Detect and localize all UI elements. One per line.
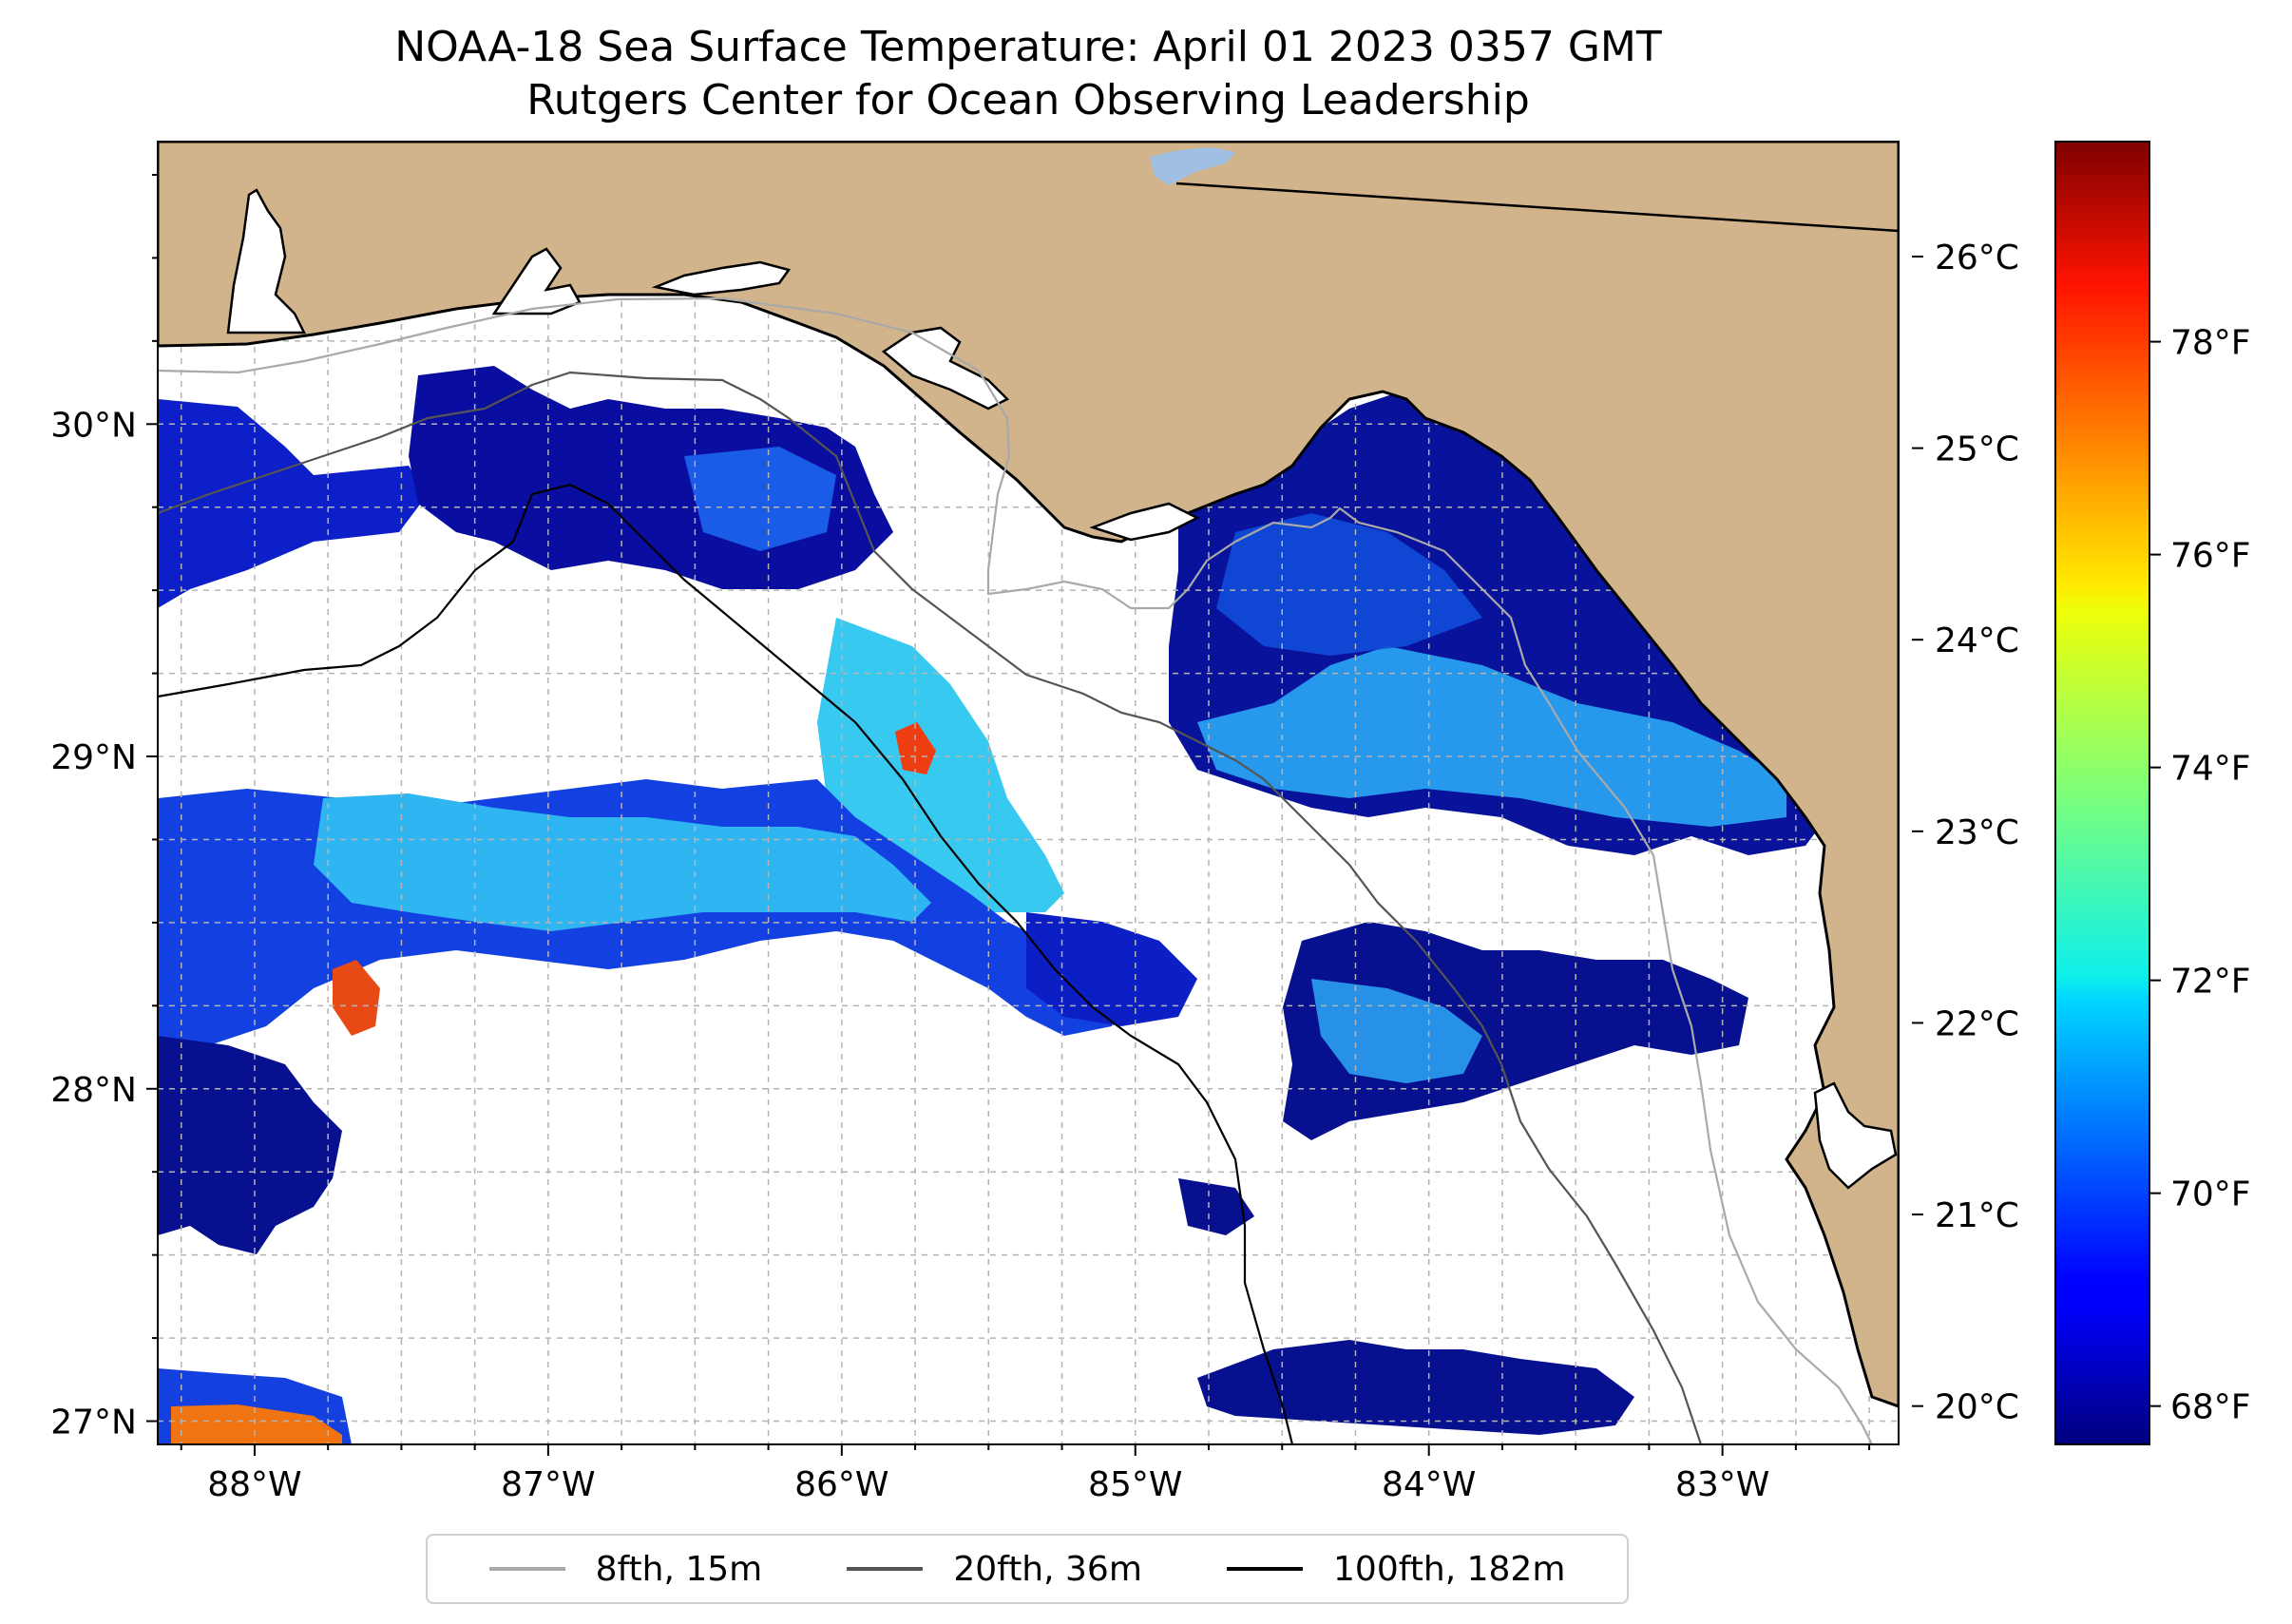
title-line-2: Rutgers Center for Ocean Observing Leade… xyxy=(526,76,1530,124)
lon-tick-label: 88°W xyxy=(207,1465,301,1504)
legend-swatch-20fth xyxy=(847,1567,924,1571)
legend-entry-20fth: 20fth, 36m xyxy=(847,1550,1142,1589)
colorbar-celsius-axis: 20°C 21°C 22°C 23°C 24°C 25°C 26°C xyxy=(1912,239,2019,1427)
celsius-tick-label: 26°C xyxy=(1935,239,2019,277)
celsius-tick-label: 24°C xyxy=(1935,621,2019,660)
celsius-tick-label: 25°C xyxy=(1935,430,2019,469)
legend-entry-8fth: 8fth, 15m xyxy=(488,1549,763,1589)
fahrenheit-tick-label: 72°F xyxy=(2170,963,2251,1002)
title-line-1: NOAA-18 Sea Surface Temperature: April 0… xyxy=(394,23,1662,71)
sst-patch-mid-hotspot xyxy=(333,960,380,1036)
lon-tick-label: 87°W xyxy=(501,1465,595,1504)
sst-patch-de-soto xyxy=(684,447,836,551)
sst-patch-mobile-west xyxy=(158,399,428,608)
tampa-bay-water xyxy=(1813,1081,1898,1190)
lon-tick-label: 86°W xyxy=(794,1465,888,1504)
fahrenheit-tick-label: 74°F xyxy=(2170,750,2251,789)
colorbar-fahrenheit-axis: 68°F 70°F 72°F 74°F 76°F 78°F xyxy=(2149,324,2251,1427)
sst-patch-mid-band-warm xyxy=(314,793,931,931)
legend-entry-100fth: 100fth, 182m xyxy=(1227,1550,1565,1589)
celsius-tick-label: 22°C xyxy=(1935,1004,2019,1043)
contour-legend: 8fth, 15m 20fth, 36m 100fth, 182m xyxy=(426,1534,1629,1604)
colorbar xyxy=(2054,141,2150,1445)
sst-patch-southwest-hot xyxy=(171,1404,342,1444)
sst-patch-center-east xyxy=(1026,912,1197,1026)
lat-tick-label: 30°N xyxy=(50,406,137,445)
celsius-tick-label: 20°C xyxy=(1935,1388,2019,1427)
sst-patch-big-bend-cool xyxy=(1216,513,1482,656)
contour-8fth-15m xyxy=(158,296,1873,1444)
contour-20fth-36m xyxy=(158,371,1703,1444)
legend-swatch-100fth xyxy=(1227,1567,1304,1571)
state-border xyxy=(1175,182,1899,233)
lon-tick-label: 85°W xyxy=(1088,1465,1182,1504)
sst-data-layer xyxy=(158,285,1834,1444)
fahrenheit-tick-label: 78°F xyxy=(2170,324,2251,363)
sst-patch-west-block xyxy=(158,1036,342,1254)
choctawhatchee-bay-water xyxy=(651,260,792,296)
sst-patch-south-strip xyxy=(1178,1178,1254,1235)
celsius-tick-label: 21°C xyxy=(1935,1196,2019,1235)
map-plot-area xyxy=(158,142,1899,1444)
legend-label-8fth: 8fth, 15m xyxy=(595,1549,763,1589)
legend-label-20fth: 20fth, 36m xyxy=(953,1549,1142,1589)
land-mass xyxy=(158,142,1899,1408)
lat-tick-label: 28°N xyxy=(50,1071,137,1110)
apalachicola-bay-water xyxy=(1089,502,1200,542)
fahrenheit-tick-label: 70°F xyxy=(2170,1175,2251,1214)
sst-patch-big-bend-warm xyxy=(1197,646,1786,827)
lon-tick-label: 84°W xyxy=(1382,1465,1476,1504)
pensacola-bay-water xyxy=(491,247,582,315)
longitude-axis: 88°W 87°W 86°W 85°W 84°W 83°W xyxy=(180,1444,1871,1504)
sst-patch-south-east xyxy=(1197,1340,1634,1435)
lon-tick-label: 83°W xyxy=(1675,1465,1769,1504)
lat-tick-label: 27°N xyxy=(50,1404,137,1442)
fahrenheit-tick-label: 76°F xyxy=(2170,537,2251,576)
sst-patch-east-lower xyxy=(1283,922,1748,1140)
latitude-axis: 27°N 28°N 29°N 30°N xyxy=(50,173,158,1442)
lake-water xyxy=(1150,147,1235,185)
st-andrew-bay-water xyxy=(881,326,1010,411)
celsius-tick-label: 23°C xyxy=(1935,813,2019,852)
sst-patch-east-lower-warm xyxy=(1311,979,1482,1083)
legend-label-100fth: 100fth, 182m xyxy=(1333,1549,1566,1589)
map-frame xyxy=(157,141,1900,1445)
mobile-bay-water xyxy=(226,188,307,334)
legend-swatch-8fth xyxy=(488,1567,565,1571)
fahrenheit-tick-label: 68°F xyxy=(2170,1388,2251,1427)
chart-title: NOAA-18 Sea Surface Temperature: April 0… xyxy=(158,21,1899,127)
lat-tick-label: 29°N xyxy=(50,738,137,777)
contour-100fth-182m xyxy=(158,483,1294,1444)
